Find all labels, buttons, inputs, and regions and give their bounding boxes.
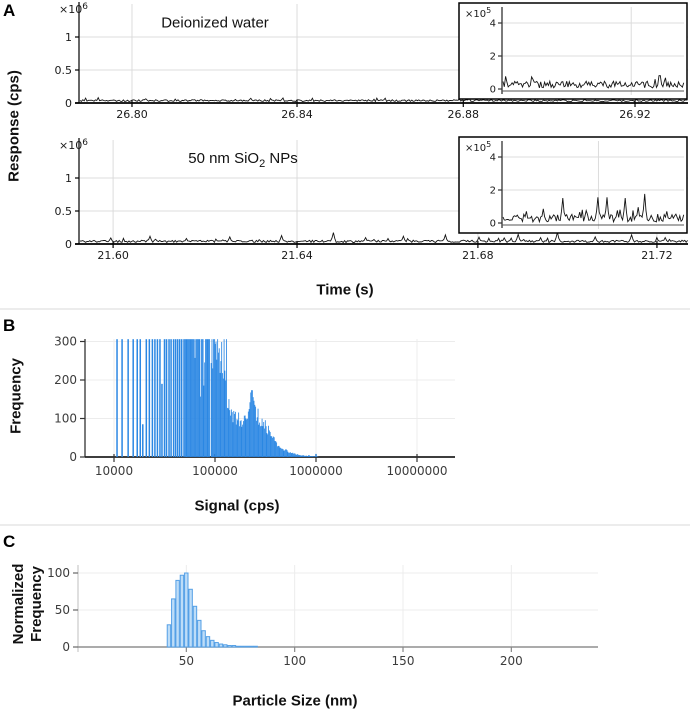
axis-exponent-label: ×106: [59, 138, 88, 152]
tick-label: 26.84: [281, 108, 313, 121]
tick-label: 300: [54, 335, 77, 349]
axis-exponent-label: ×105: [465, 6, 491, 20]
tick-label: 0: [65, 97, 72, 110]
inset-signal-trace: [502, 75, 685, 89]
tick-label: 10000000: [386, 464, 447, 478]
tick-label: 26.80: [116, 108, 148, 121]
tick-label: 100000: [192, 464, 238, 478]
tick-label: 0.5: [55, 205, 73, 218]
tick-label: 50: [179, 654, 194, 668]
inset-frame: [458, 136, 688, 234]
tick-label: 21.68: [462, 249, 494, 262]
tick-label: 2: [490, 52, 496, 63]
signal-trace: [79, 232, 688, 244]
panel-c-plot: 0 50 100 50 100 150 200: [47, 565, 598, 668]
panel-a-plot-a-top: 0 0.5 1 ×106 26.80 26.84 26.88 26.92: [55, 2, 688, 121]
tick-label: 26.88: [448, 108, 480, 121]
tick-label: 50: [55, 603, 70, 617]
panel-a-inset: 0 2 4×105: [458, 136, 688, 234]
tick-label: 200: [500, 654, 523, 668]
tick-label: 21.60: [97, 249, 129, 262]
a-bottom-title: 50 nm SiO2 NPs: [188, 150, 298, 170]
tick-label: 200: [54, 373, 77, 387]
panel-b-bars: [116, 339, 319, 457]
a-y-axis-label: Response (cps): [5, 70, 23, 182]
tick-label: 0: [62, 640, 70, 654]
axis-exponent-label: ×105: [465, 140, 491, 154]
tick-label: 26.92: [619, 108, 651, 121]
panel-a-letter: A: [3, 1, 16, 20]
tick-label: 0: [69, 450, 77, 464]
inset-signal-trace: [502, 193, 685, 224]
a-top-title: Deionized water: [161, 14, 269, 32]
panel-dividers: [0, 308, 690, 526]
tick-label: 1: [65, 172, 72, 185]
tick-label: 100: [283, 654, 306, 668]
tick-label: 0.5: [55, 64, 73, 77]
panel-a-inset: 0 2 4×105: [458, 2, 688, 100]
b-y-axis-label: Frequency: [7, 358, 25, 434]
panel-c-bars: [166, 572, 258, 648]
tick-label: 150: [392, 654, 415, 668]
tick-label: 21.64: [281, 249, 313, 262]
b-x-axis-label: Signal (cps): [194, 497, 280, 515]
tick-label: 0: [490, 219, 496, 230]
tick-label: 4: [490, 153, 496, 164]
tick-label: 4: [490, 19, 496, 30]
tick-label: 0: [65, 238, 72, 251]
tick-label: 100: [54, 412, 77, 426]
c-x-axis-label: Particle Size (nm): [232, 692, 358, 710]
tick-label: 1000000: [289, 464, 342, 478]
tick-label: 10000: [95, 464, 133, 478]
a-x-axis-label: Time (s): [316, 281, 374, 299]
c-y-axis-label: Normalized Frequency: [10, 563, 45, 645]
tick-label: 100: [47, 566, 70, 580]
panel-b-letter: B: [3, 316, 16, 335]
signal-trace: [79, 96, 688, 103]
panel-c-letter: C: [3, 532, 16, 551]
tick-label: 21.72: [641, 249, 673, 262]
tick-label: 0: [490, 85, 496, 96]
tick-label: 2: [490, 186, 496, 197]
tick-label: 1: [65, 31, 72, 44]
axis-exponent-label: ×106: [59, 2, 88, 16]
